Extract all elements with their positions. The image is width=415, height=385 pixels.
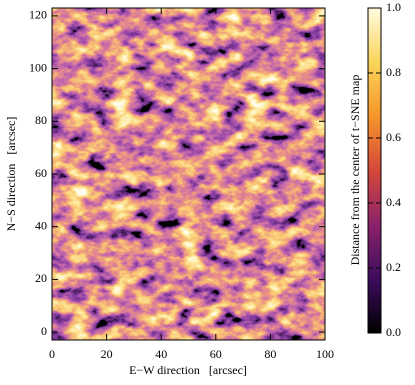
y-tick-label: 80 xyxy=(35,113,47,127)
colorbar-tick-label: 0.4 xyxy=(386,195,401,209)
y-tick-label: 0 xyxy=(41,324,47,338)
x-tick-label: 100 xyxy=(316,347,334,361)
x-tick-label: 80 xyxy=(264,347,276,361)
x-tick-label: 0 xyxy=(49,347,55,361)
y-axis-label: N−S direction [arcsec] xyxy=(4,117,18,232)
colorbar xyxy=(367,7,382,334)
y-tick-label: 40 xyxy=(35,218,47,232)
y-tick-label: 100 xyxy=(29,60,47,74)
colorbar-tick-label: 0.6 xyxy=(386,130,401,144)
y-tick-label: 120 xyxy=(29,8,47,22)
y-tick-label: 60 xyxy=(35,166,47,180)
x-axis-label: E−W direction [arcsec] xyxy=(129,363,247,377)
x-tick-label: 40 xyxy=(155,347,167,361)
x-tick-label: 20 xyxy=(101,347,113,361)
colorbar-label: Distance from the center of t−SNE map xyxy=(348,75,362,266)
heatmap-image xyxy=(52,8,325,340)
x-tick-label: 60 xyxy=(210,347,222,361)
colorbar-tick-label: 0.8 xyxy=(386,65,401,79)
y-tick-label: 20 xyxy=(35,271,47,285)
colorbar-tick-label: 0.0 xyxy=(386,325,401,339)
colorbar-tick-label: 0.2 xyxy=(386,260,401,274)
colorbar-tick-label: 1.0 xyxy=(386,0,401,14)
